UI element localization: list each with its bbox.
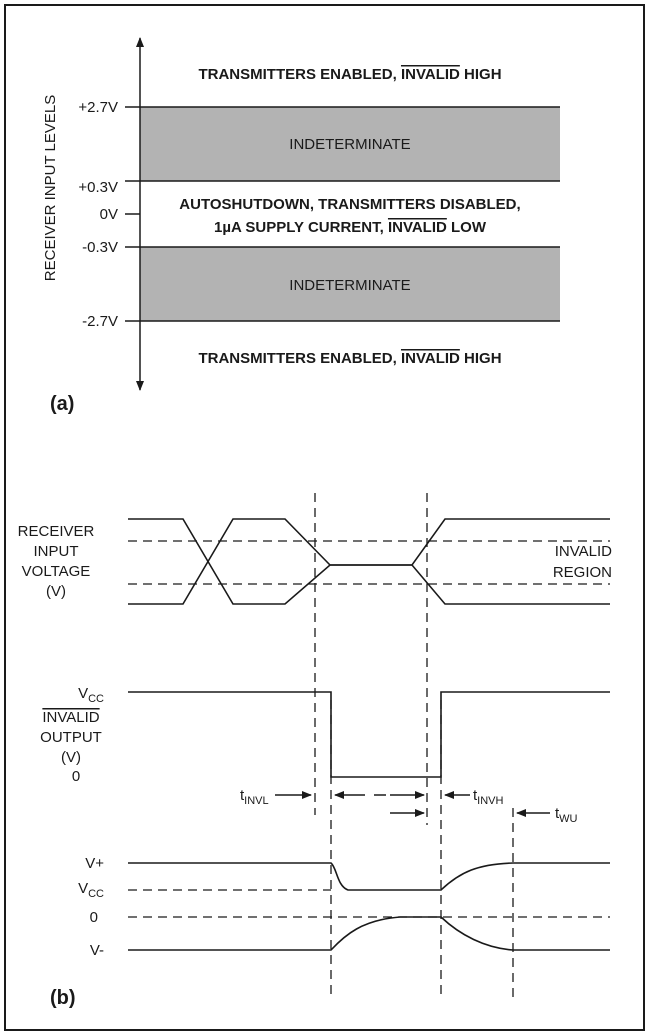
invalid-output-waveform: [128, 691, 610, 778]
part-a: RECEIVER INPUT LEVELS +2.7V +0.3V 0V -0.…: [42, 37, 560, 415]
receiver-label-line3: VOLTAGE: [22, 563, 91, 580]
region-label-bottom: TRANSMITTERS ENABLED, INVALID HIGH: [198, 350, 501, 367]
tinvl-base: t: [240, 787, 245, 804]
panel-label-a: (a): [50, 393, 74, 415]
supply-vplus-label: V+: [85, 855, 104, 872]
region-top-lead: TRANSMITTERS ENABLED,: [198, 66, 401, 83]
tinvh-sub: INVH: [477, 795, 503, 807]
region-label-mid-line1: AUTOSHUTDOWN, TRANSMITTERS DISABLED,: [179, 196, 520, 213]
region-mid-tail: LOW: [447, 219, 487, 236]
invalid-region-label-line2: REGION: [553, 564, 612, 581]
output-vcc-base: V: [78, 685, 88, 702]
region-bottom-lead: TRANSMITTERS ENABLED,: [198, 350, 401, 367]
output-zero-label: 0: [72, 768, 80, 785]
region-mid-invalid: INVALID: [388, 219, 447, 236]
output-label-invalid: INVALID: [42, 709, 99, 726]
tick-label-p27: +2.7V: [78, 99, 118, 116]
indeterminate-label-lower: INDETERMINATE: [289, 277, 410, 294]
timing-label-tinvh: tINVH: [473, 787, 504, 807]
output-label-output: OUTPUT: [40, 729, 102, 746]
part-b: RECEIVER INPUT VOLTAGE (V) INVALID REGIO…: [18, 493, 612, 1009]
supply-vcc-label: VCC: [78, 880, 104, 900]
supply-zero-label: 0: [90, 909, 98, 926]
supply-reference-lines: [128, 889, 610, 918]
receiver-label-line2: INPUT: [34, 543, 79, 560]
twu-base: t: [555, 805, 560, 822]
receiver-input-waveform: [128, 518, 610, 605]
region-mid-lead: 1µA SUPPLY CURRENT,: [214, 219, 388, 236]
receiver-label-line4: (V): [46, 583, 66, 600]
tinvl-sub: INVL: [244, 795, 268, 807]
receiver-label-line1: RECEIVER: [18, 523, 95, 540]
invalid-region-label-line1: INVALID: [555, 543, 612, 560]
vplus-rail: [128, 862, 610, 891]
indeterminate-band-upper: [140, 107, 560, 181]
output-vcc-label: VCC: [78, 685, 104, 705]
tick-label-m27: -2.7V: [82, 313, 118, 330]
tick-label-p03: +0.3V: [78, 179, 118, 196]
timing-markers: [314, 493, 514, 1000]
indeterminate-band-lower: [140, 247, 560, 321]
figure-border: [4, 4, 645, 1031]
region-label-mid-line2: 1µA SUPPLY CURRENT, INVALID LOW: [214, 219, 487, 236]
region-label-top: TRANSMITTERS ENABLED, INVALID HIGH: [198, 66, 501, 83]
axis-label-receiver-input-levels: RECEIVER INPUT LEVELS: [42, 95, 59, 281]
timing-label-twu: tWU: [555, 805, 578, 825]
indeterminate-label-upper: INDETERMINATE: [289, 136, 410, 153]
invalid-region-bounds: [128, 540, 610, 585]
vminus-rail: [128, 916, 610, 951]
supply-vcc-base: V: [78, 880, 88, 897]
region-bottom-invalid: INVALID: [401, 350, 460, 367]
supply-waveforms: [128, 862, 610, 951]
timing-arrows: [275, 791, 550, 817]
tinvh-base: t: [473, 787, 478, 804]
output-label-units: (V): [61, 749, 81, 766]
region-top-tail: HIGH: [460, 66, 502, 83]
tick-label-zero: 0V: [100, 206, 118, 223]
region-bottom-tail: HIGH: [460, 350, 502, 367]
supply-vminus-label: V-: [90, 942, 104, 959]
panel-label-b: (b): [50, 987, 76, 1009]
supply-vcc-sub: CC: [88, 888, 104, 900]
timing-label-tinvl: tINVL: [240, 787, 269, 807]
output-vcc-sub: CC: [88, 693, 104, 705]
region-top-invalid: INVALID: [401, 66, 460, 83]
twu-sub: WU: [559, 813, 577, 825]
tick-label-m03: -0.3V: [82, 239, 118, 256]
